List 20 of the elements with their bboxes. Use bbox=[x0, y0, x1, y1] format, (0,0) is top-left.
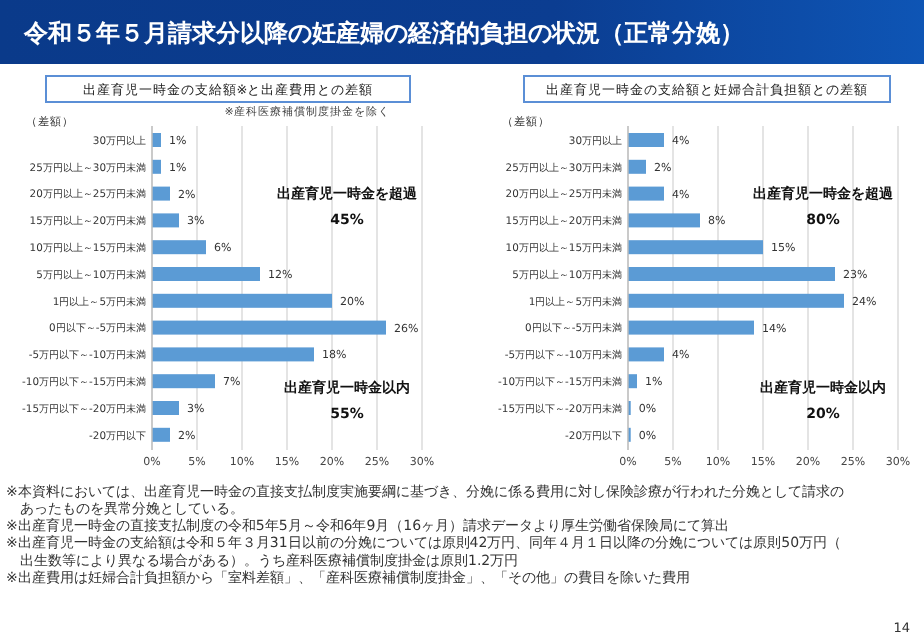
bar bbox=[152, 427, 170, 442]
bar bbox=[152, 401, 179, 415]
bar bbox=[152, 240, 206, 255]
bar bbox=[152, 374, 215, 389]
bar bbox=[628, 159, 646, 174]
bar bbox=[628, 320, 754, 335]
bar bbox=[628, 133, 664, 147]
bar bbox=[152, 347, 314, 362]
bar bbox=[628, 240, 763, 255]
text: 令和５年５月請求分以降の妊産婦の経済的負担の状況（正常分娩） bbox=[22, 18, 744, 47]
bar bbox=[628, 267, 835, 281]
bar bbox=[152, 320, 386, 335]
bar bbox=[152, 293, 332, 308]
bar bbox=[628, 213, 700, 228]
bar bbox=[152, 186, 170, 201]
bar bbox=[628, 293, 844, 308]
bar bbox=[628, 186, 664, 201]
bar bbox=[628, 347, 664, 362]
bar bbox=[152, 267, 260, 281]
bar bbox=[152, 213, 179, 228]
